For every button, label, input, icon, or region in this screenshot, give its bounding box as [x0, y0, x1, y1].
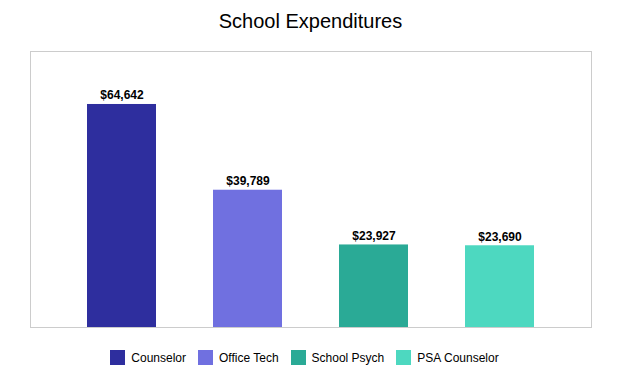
html-text:School Psych: School Psych: [311, 350, 385, 365]
html-text:Office Tech: Office Tech: [219, 350, 279, 365]
svg-text:$23,927: $23,927: [352, 229, 396, 243]
svg-text:$64,642: $64,642: [100, 88, 144, 102]
html-text:School Expenditures: School Expenditures: [218, 10, 403, 32]
html-text:PSA Counselor: PSA Counselor: [417, 350, 499, 365]
html-text:Counselor: Counselor: [131, 350, 186, 365]
svg-text:$23,690: $23,690: [478, 230, 522, 244]
svg-text:$39,789: $39,789: [226, 174, 270, 188]
